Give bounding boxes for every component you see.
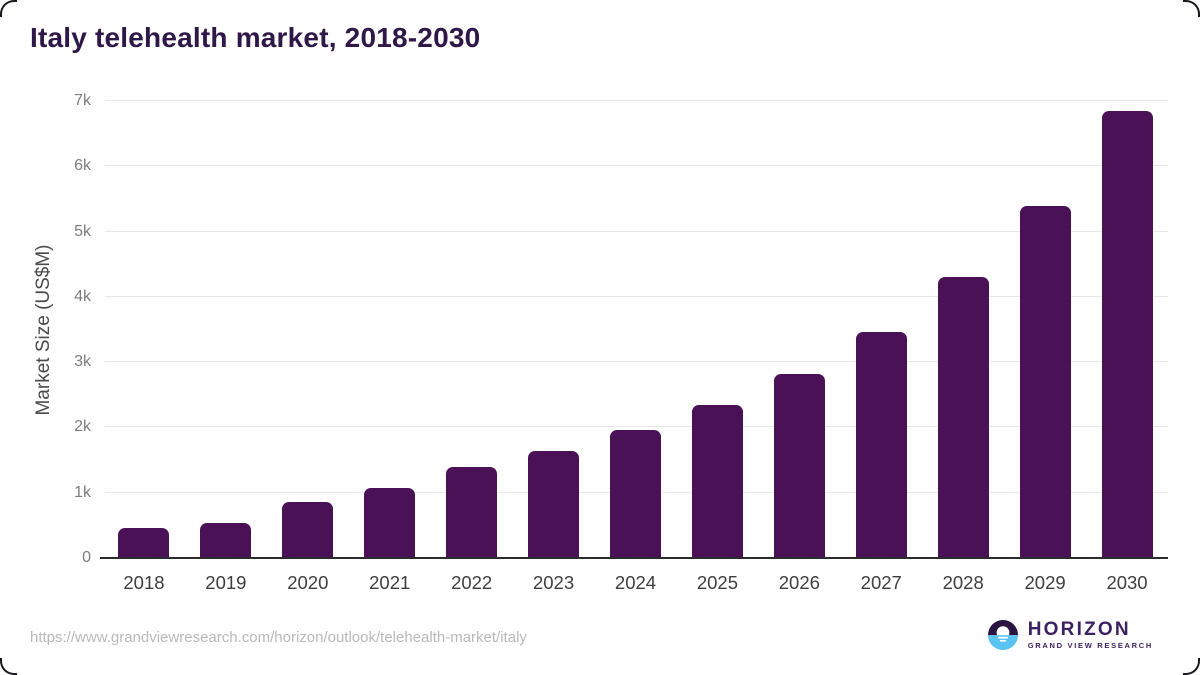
y-tick-0: 0	[82, 549, 91, 566]
x-tick-2027: 2027	[860, 572, 902, 593]
x-tick-2029: 2029	[1024, 572, 1066, 593]
bar-slot-2027	[840, 101, 922, 558]
logo-text: HORIZON GRAND VIEW RESEARCH	[1028, 620, 1153, 650]
horizon-logo-icon	[987, 620, 1018, 650]
x-tick-2026: 2026	[778, 572, 820, 593]
logo-wordmark: HORIZON	[1027, 619, 1131, 641]
x-axis-labels: 2018 2019 2020 2021 2022 2023 2024 2025 2026 2027…	[103, 572, 1168, 594]
card-border-corner-bottom-right	[1183, 658, 1200, 675]
bar-2029[interactable]	[1019, 206, 1071, 558]
card-border-corner-top-left	[0, 0, 17, 17]
logo-reflection-line-2	[999, 640, 1006, 642]
bar-slot-2028	[922, 101, 1004, 558]
bar-slot-2030	[1086, 101, 1168, 558]
card-border-corner-bottom-left	[0, 658, 17, 675]
bar-slot-2021	[349, 101, 431, 558]
bar-slot-2019	[185, 101, 267, 558]
logo-reflection-line-1	[997, 636, 1008, 639]
bar-slot-2022	[431, 101, 513, 558]
gridline-2k	[105, 426, 1168, 428]
bar-2024[interactable]	[609, 430, 661, 558]
horizon-logo: HORIZON GRAND VIEW RESEARCH	[987, 620, 1153, 650]
bar-2022[interactable]	[446, 467, 498, 558]
x-tick-2028: 2028	[942, 572, 984, 593]
x-tick-2030: 2030	[1106, 572, 1148, 593]
y-tick-2k: 2k	[74, 418, 91, 436]
gridline-5k	[105, 230, 1168, 232]
bar-2021[interactable]	[364, 488, 416, 558]
x-tick-2018: 2018	[123, 572, 165, 593]
bar-series	[103, 101, 1168, 558]
bar-2026[interactable]	[773, 374, 825, 558]
gridline-3k	[105, 361, 1168, 363]
y-tick-3k: 3k	[74, 353, 91, 371]
y-tick-7k: 7k	[74, 92, 91, 109]
bar-slot-2020	[267, 101, 349, 558]
source-url: https://www.grandviewresearch.com/horizo…	[30, 629, 527, 646]
x-tick-2023: 2023	[532, 572, 575, 593]
gridline-4k	[105, 295, 1168, 297]
y-axis-title: Market Size (US$M)	[33, 244, 54, 416]
bar-2027[interactable]	[855, 332, 907, 558]
bar-2019[interactable]	[200, 523, 252, 558]
bar-2025[interactable]	[691, 405, 743, 558]
bar-slot-2026	[758, 101, 840, 558]
bar-slot-2024	[595, 101, 677, 558]
x-tick-2021: 2021	[369, 572, 411, 593]
bar-2020[interactable]	[282, 502, 334, 558]
y-tick-6k: 6k	[74, 157, 91, 175]
x-tick-2020: 2020	[287, 572, 329, 593]
y-tick-4k: 4k	[74, 287, 91, 305]
chart-title: Italy telehealth market, 2018-2030	[30, 22, 481, 53]
x-tick-2022: 2022	[451, 572, 493, 593]
bar-slot-2023	[513, 101, 595, 558]
y-tick-1k: 1k	[74, 483, 91, 501]
x-tick-2024: 2024	[614, 572, 657, 593]
bar-2023[interactable]	[528, 451, 580, 558]
x-tick-2025: 2025	[696, 572, 738, 593]
bar-2030[interactable]	[1101, 111, 1153, 558]
logo-water-half	[987, 635, 1018, 650]
gridline-6k	[105, 165, 1168, 167]
card-border-corner-top-right	[1183, 0, 1200, 17]
bar-2028[interactable]	[937, 277, 989, 558]
bar-slot-2018	[103, 101, 185, 558]
bar-2018[interactable]	[118, 528, 170, 558]
plot-area: 0 1k 2k 3k 4k 5k 6k 7k	[74, 92, 1168, 566]
x-tick-2019: 2019	[205, 572, 247, 593]
bar-slot-2025	[676, 101, 758, 558]
logo-subtitle: GRAND VIEW RESEARCH	[1027, 641, 1153, 651]
bar-slot-2029	[1004, 101, 1086, 558]
y-tick-5k: 5k	[74, 222, 91, 240]
gridline-7k	[105, 100, 1168, 101]
